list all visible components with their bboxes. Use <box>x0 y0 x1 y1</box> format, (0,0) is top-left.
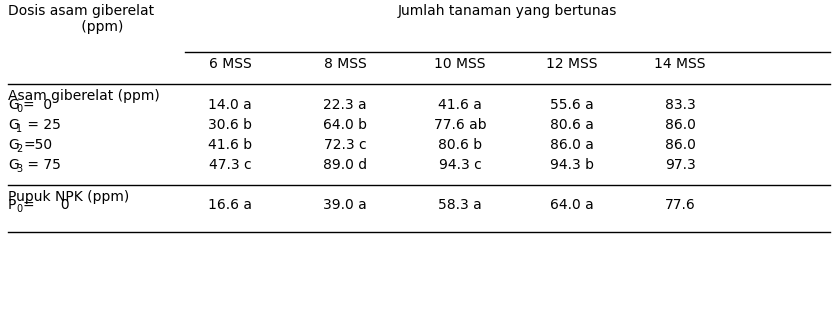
Text: 97.3: 97.3 <box>665 158 696 172</box>
Text: 64.0 b: 64.0 b <box>323 118 367 132</box>
Text: G: G <box>8 98 18 112</box>
Text: 86.0: 86.0 <box>665 118 696 132</box>
Text: =      0: = 0 <box>23 198 70 212</box>
Text: 14 MSS: 14 MSS <box>654 57 706 71</box>
Text: 83.3: 83.3 <box>665 98 696 112</box>
Text: 30.6 b: 30.6 b <box>208 118 252 132</box>
Text: 0: 0 <box>16 104 22 114</box>
Text: 39.0 a: 39.0 a <box>323 198 367 212</box>
Text: 14.0 a: 14.0 a <box>208 98 252 112</box>
Text: 58.3 a: 58.3 a <box>438 198 482 212</box>
Text: 12 MSS: 12 MSS <box>546 57 597 71</box>
Text: G: G <box>8 118 18 132</box>
Text: Jumlah tanaman yang bertunas: Jumlah tanaman yang bertunas <box>398 4 618 18</box>
Text: 80.6 a: 80.6 a <box>550 118 594 132</box>
Text: 86.0: 86.0 <box>665 138 696 152</box>
Text: 2: 2 <box>16 144 23 154</box>
Text: Pupuk NPK (ppm): Pupuk NPK (ppm) <box>8 190 129 204</box>
Text: 3: 3 <box>16 164 22 174</box>
Text: P: P <box>8 198 17 212</box>
Text: = 75: = 75 <box>23 158 61 172</box>
Text: 77.6: 77.6 <box>665 198 696 212</box>
Text: 1: 1 <box>16 124 22 134</box>
Text: 16.6 a: 16.6 a <box>208 198 252 212</box>
Text: 6 MSS: 6 MSS <box>209 57 251 71</box>
Text: Asam giberelat (ppm): Asam giberelat (ppm) <box>8 89 160 103</box>
Text: 77.6 ab: 77.6 ab <box>434 118 486 132</box>
Text: 72.3 c: 72.3 c <box>323 138 366 152</box>
Text: =50: =50 <box>23 138 52 152</box>
Text: 10 MSS: 10 MSS <box>434 57 486 71</box>
Text: (ppm): (ppm) <box>55 20 123 34</box>
Text: 94.3 b: 94.3 b <box>550 158 594 172</box>
Text: 0: 0 <box>16 204 22 214</box>
Text: Dosis asam giberelat: Dosis asam giberelat <box>8 4 154 18</box>
Text: 41.6 b: 41.6 b <box>208 138 252 152</box>
Text: G: G <box>8 158 18 172</box>
Text: 47.3 c: 47.3 c <box>209 158 251 172</box>
Text: 89.0 d: 89.0 d <box>323 158 367 172</box>
Text: 80.6 b: 80.6 b <box>438 138 482 152</box>
Text: 41.6 a: 41.6 a <box>438 98 482 112</box>
Text: 94.3 c: 94.3 c <box>438 158 481 172</box>
Text: 22.3 a: 22.3 a <box>323 98 367 112</box>
Text: 8 MSS: 8 MSS <box>323 57 366 71</box>
Text: = 25: = 25 <box>23 118 61 132</box>
Text: =  0: = 0 <box>23 98 52 112</box>
Text: 64.0 a: 64.0 a <box>550 198 594 212</box>
Text: G: G <box>8 138 18 152</box>
Text: 55.6 a: 55.6 a <box>550 98 594 112</box>
Text: 86.0 a: 86.0 a <box>550 138 594 152</box>
